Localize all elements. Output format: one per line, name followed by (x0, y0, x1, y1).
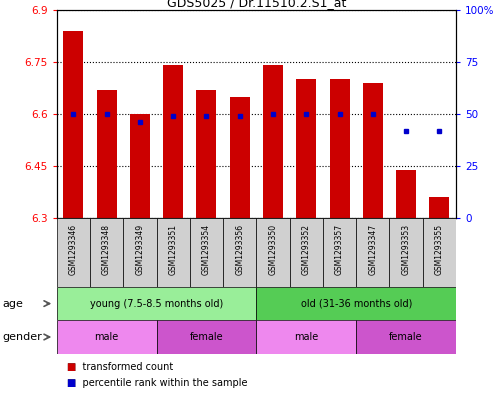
Bar (57, 218, 90, 287)
Text: old (31-36 months old): old (31-36 months old) (301, 299, 412, 309)
Bar (363, 83, 383, 218)
Text: ■: ■ (67, 378, 76, 388)
Text: GSM1293355: GSM1293355 (435, 224, 444, 275)
Text: female: female (389, 332, 423, 342)
Text: male: male (95, 332, 119, 342)
Bar (296, 79, 317, 218)
Bar (230, 97, 250, 218)
Text: GSM1293347: GSM1293347 (368, 224, 377, 275)
Text: young (7.5-8.5 months old): young (7.5-8.5 months old) (90, 299, 223, 309)
Text: ■: ■ (67, 362, 76, 373)
Text: GSM1293349: GSM1293349 (136, 224, 144, 275)
Bar (196, 90, 216, 218)
Text: female: female (190, 332, 223, 342)
Text: ■  percentile rank within the sample: ■ percentile rank within the sample (67, 378, 247, 388)
Bar (190, 218, 223, 287)
Text: GSM1293350: GSM1293350 (269, 224, 278, 275)
Text: GSM1293353: GSM1293353 (402, 224, 411, 275)
Text: GSM1293356: GSM1293356 (235, 224, 244, 275)
Bar (157, 320, 256, 354)
Bar (356, 218, 389, 287)
Bar (130, 114, 150, 218)
Text: GSM1293348: GSM1293348 (102, 224, 111, 275)
Bar (256, 218, 290, 287)
Text: GSM1293357: GSM1293357 (335, 224, 344, 275)
Bar (64, 31, 83, 218)
Text: ■  transformed count: ■ transformed count (67, 362, 173, 373)
Bar (57, 320, 157, 354)
Bar (396, 169, 416, 218)
Bar (263, 65, 283, 218)
Bar (423, 218, 456, 287)
Bar (97, 90, 117, 218)
Bar (323, 218, 356, 287)
Title: GDS5025 / Dr.11510.2.S1_at: GDS5025 / Dr.11510.2.S1_at (167, 0, 346, 9)
Bar (90, 218, 123, 287)
Bar (157, 218, 190, 287)
Bar (57, 287, 256, 320)
Bar (123, 218, 157, 287)
Text: male: male (294, 332, 318, 342)
Bar (163, 65, 183, 218)
Text: GSM1293352: GSM1293352 (302, 224, 311, 275)
Text: GSM1293351: GSM1293351 (169, 224, 177, 275)
Text: GSM1293346: GSM1293346 (69, 224, 78, 275)
Bar (290, 218, 323, 287)
Bar (356, 320, 456, 354)
Bar (256, 320, 356, 354)
Text: gender: gender (2, 332, 42, 342)
Text: GSM1293354: GSM1293354 (202, 224, 211, 275)
Bar (330, 79, 350, 218)
Bar (223, 218, 256, 287)
Bar (256, 287, 456, 320)
Text: age: age (2, 299, 23, 309)
Bar (389, 218, 423, 287)
Bar (429, 197, 450, 218)
